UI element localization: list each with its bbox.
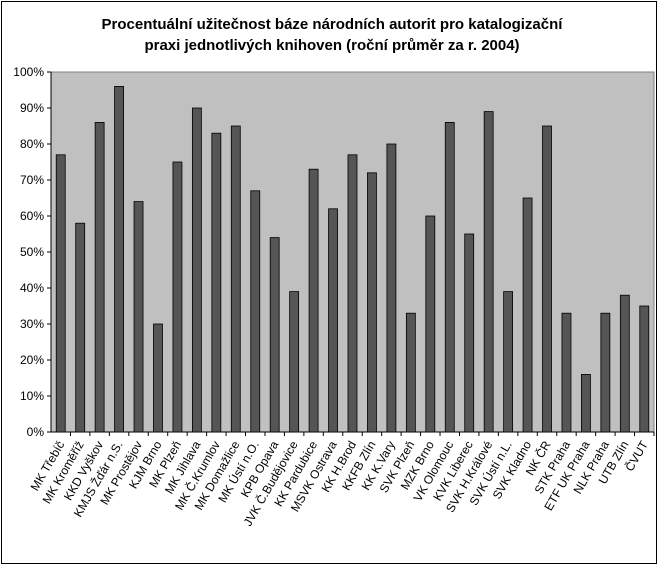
- bar: [250, 190, 261, 433]
- bar: [308, 168, 319, 433]
- bar: [328, 208, 338, 433]
- chart-title-line1: Procentuální užitečnost báze národních a…: [101, 16, 563, 33]
- bar: [444, 122, 455, 433]
- y-tick-label: 90%: [20, 101, 44, 115]
- bar: [522, 197, 533, 433]
- bar: [600, 312, 611, 433]
- bar: [172, 161, 183, 433]
- bar: [386, 143, 397, 433]
- bar: [191, 107, 202, 433]
- bar: [425, 215, 436, 433]
- bar: [153, 323, 163, 433]
- y-tick-label: 20%: [20, 353, 44, 367]
- bar: [55, 154, 66, 433]
- bar: [639, 305, 650, 433]
- bar: [114, 86, 124, 433]
- bar: [211, 132, 222, 433]
- bar: [367, 172, 377, 433]
- bar: [133, 201, 144, 433]
- chart-title: Procentuální užitečnost báze národních a…: [42, 14, 622, 56]
- bar: [230, 125, 241, 433]
- bar: [503, 291, 514, 433]
- bar: [405, 312, 416, 433]
- y-tick-label: 50%: [20, 245, 44, 259]
- bar: [347, 154, 358, 433]
- chart-title-line2: praxi jednotlivých knihoven (roční průmě…: [144, 37, 520, 54]
- bar: [94, 122, 105, 433]
- bar: [269, 237, 280, 433]
- bar: [619, 294, 630, 433]
- bar: [561, 312, 572, 433]
- bar: [542, 125, 552, 433]
- y-tick-label: 80%: [20, 137, 44, 151]
- y-tick-label: 100%: [13, 65, 44, 79]
- y-tick-label: 70%: [20, 173, 44, 187]
- bar: [75, 222, 86, 433]
- y-tick-label: 30%: [20, 317, 44, 331]
- bar: [464, 233, 475, 433]
- y-tick-label: 60%: [20, 209, 44, 223]
- bar: [483, 111, 494, 433]
- y-tick-label: 10%: [20, 389, 44, 403]
- y-tick-label: 0%: [27, 425, 45, 439]
- y-tick-label: 40%: [20, 281, 44, 295]
- bar: [581, 373, 591, 433]
- bar: [289, 291, 300, 433]
